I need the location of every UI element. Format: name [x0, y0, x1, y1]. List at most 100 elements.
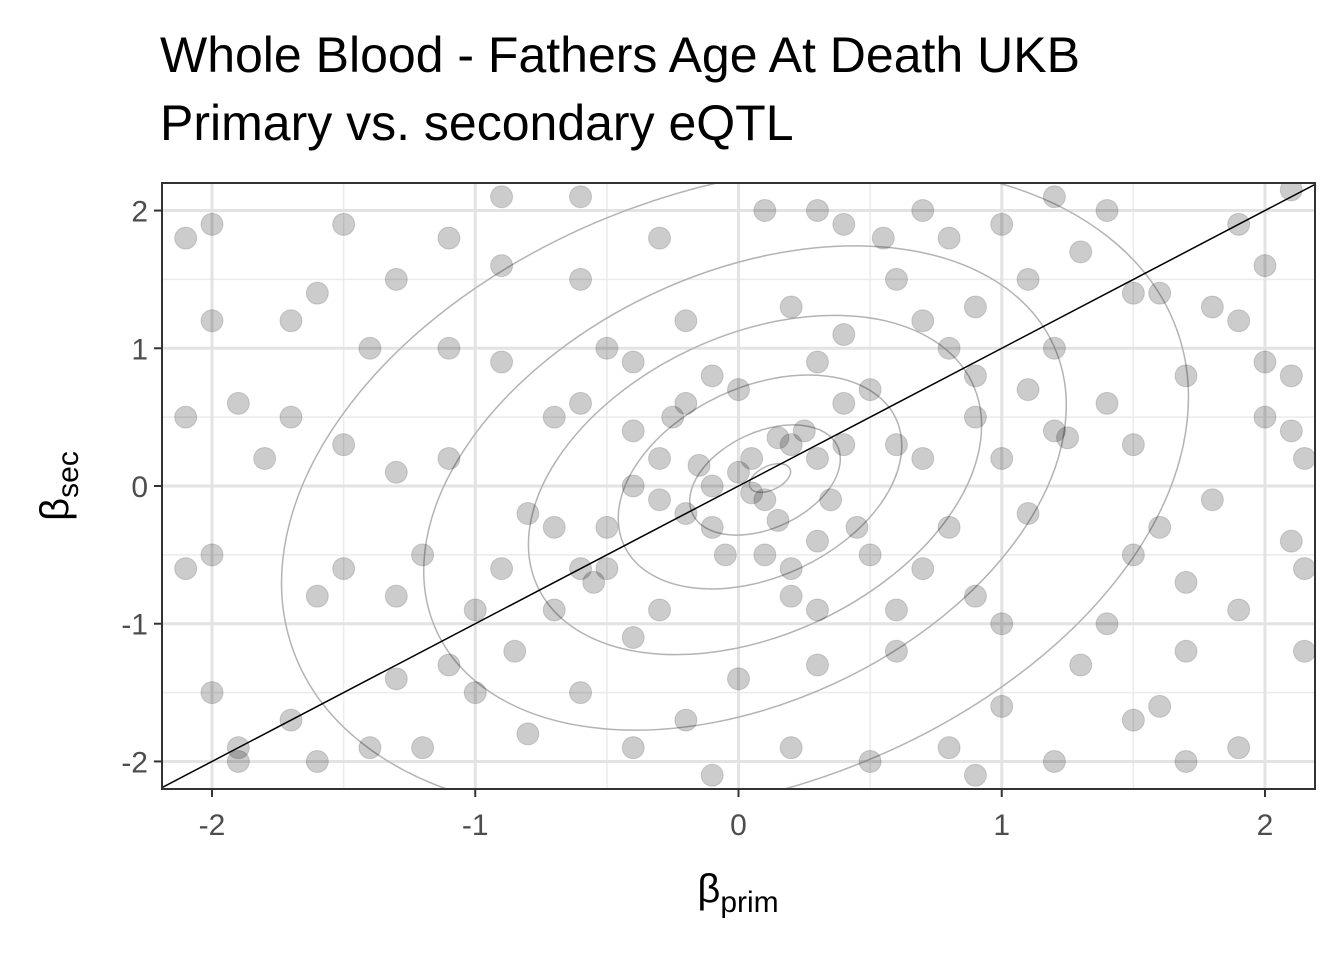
point	[779, 295, 803, 319]
point	[174, 226, 198, 250]
point	[648, 226, 672, 250]
point	[305, 281, 329, 305]
point	[1148, 281, 1172, 305]
point	[384, 267, 408, 291]
point	[911, 446, 935, 470]
x-label-symbol: β	[697, 867, 720, 911]
x-tick-label: -1	[462, 809, 489, 842]
point	[1095, 199, 1119, 223]
point	[437, 653, 461, 677]
point	[358, 336, 382, 360]
density-contours	[280, 183, 1190, 789]
point	[1042, 419, 1066, 443]
point	[1174, 639, 1198, 663]
point	[753, 488, 777, 512]
point	[990, 694, 1014, 718]
point	[727, 378, 750, 402]
point	[490, 254, 514, 278]
points	[162, 183, 1315, 789]
point	[674, 391, 698, 415]
point	[1279, 529, 1303, 553]
point	[805, 529, 829, 553]
x-axis-label: βprim	[697, 867, 778, 919]
point	[516, 502, 540, 526]
y-tick-label: 1	[131, 333, 148, 366]
point	[1227, 598, 1251, 622]
point	[332, 212, 356, 236]
point	[569, 391, 593, 415]
point	[411, 543, 435, 567]
point	[674, 708, 698, 732]
point	[595, 515, 619, 539]
point	[1200, 295, 1224, 319]
point	[1253, 405, 1277, 429]
point	[463, 681, 487, 705]
point	[766, 426, 790, 450]
point	[490, 350, 514, 374]
point	[305, 749, 329, 773]
point	[437, 446, 461, 470]
point	[1292, 639, 1315, 663]
point	[700, 763, 724, 787]
point	[516, 722, 540, 746]
point	[1292, 446, 1315, 470]
point	[595, 336, 619, 360]
y-tick-label: -1	[121, 609, 148, 642]
point	[779, 736, 803, 760]
point	[700, 474, 724, 498]
point	[805, 653, 829, 677]
point	[674, 309, 698, 333]
point	[884, 598, 908, 622]
point	[542, 405, 566, 429]
point	[1148, 515, 1172, 539]
point	[1042, 749, 1066, 773]
point	[819, 488, 843, 512]
point	[200, 309, 224, 333]
point	[279, 309, 303, 333]
point	[700, 515, 724, 539]
point	[437, 336, 461, 360]
y-axis-label: βsec	[33, 451, 85, 521]
point	[766, 508, 790, 532]
point	[200, 543, 224, 567]
y-label-symbol: β	[33, 498, 77, 521]
point	[569, 681, 593, 705]
point	[621, 736, 645, 760]
point	[174, 405, 198, 429]
point	[687, 453, 711, 477]
contour	[422, 245, 1068, 731]
contour	[688, 424, 842, 536]
point	[990, 612, 1014, 636]
point	[779, 584, 803, 608]
point	[661, 405, 685, 429]
point	[1121, 433, 1145, 457]
point	[727, 667, 750, 691]
point	[858, 378, 882, 402]
point	[358, 736, 382, 760]
contour	[748, 462, 792, 494]
chart-title: Whole Blood - Fathers Age At Death UKB	[160, 27, 1080, 83]
point	[1016, 267, 1040, 291]
point	[805, 598, 829, 622]
point	[332, 557, 356, 581]
point	[832, 433, 856, 457]
point	[1292, 557, 1315, 581]
point	[648, 488, 672, 512]
point	[384, 667, 408, 691]
point	[1121, 708, 1145, 732]
point	[490, 185, 514, 209]
identity-line	[162, 183, 1315, 789]
point	[411, 736, 435, 760]
point	[911, 199, 935, 223]
point	[332, 433, 356, 457]
point	[871, 226, 895, 250]
point	[1042, 336, 1066, 360]
point	[1095, 391, 1119, 415]
point	[648, 598, 672, 622]
point	[1016, 502, 1040, 526]
y-tick-label: 2	[131, 196, 148, 229]
point	[542, 515, 566, 539]
point	[226, 749, 250, 773]
point	[963, 405, 987, 429]
